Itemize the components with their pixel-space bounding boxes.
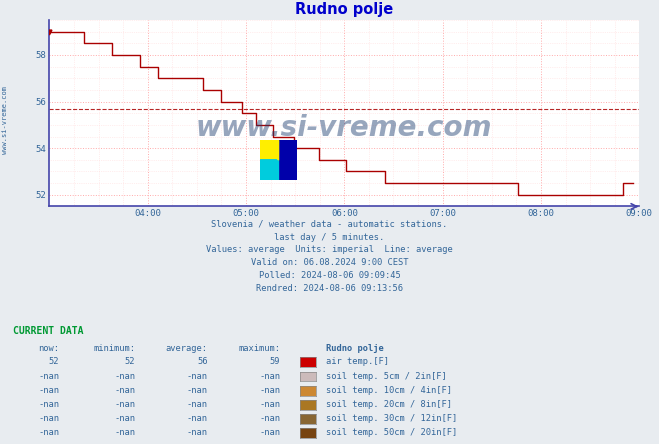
Text: soil temp. 20cm / 8in[F]: soil temp. 20cm / 8in[F]	[326, 400, 452, 409]
Bar	[260, 140, 279, 160]
Text: -nan: -nan	[114, 386, 135, 395]
Polygon shape	[260, 140, 279, 160]
Text: soil temp. 5cm / 2in[F]: soil temp. 5cm / 2in[F]	[326, 372, 447, 381]
Text: Slovenia / weather data - automatic stations.
last day / 5 minutes.
Values: aver: Slovenia / weather data - automatic stat…	[206, 220, 453, 293]
Text: -nan: -nan	[259, 414, 280, 423]
Text: -nan: -nan	[38, 400, 59, 409]
Bar	[260, 160, 279, 180]
Text: -nan: -nan	[38, 386, 59, 395]
Text: -nan: -nan	[38, 372, 59, 381]
Text: -nan: -nan	[186, 414, 208, 423]
Text: -nan: -nan	[186, 400, 208, 409]
Text: minimum:: minimum:	[93, 344, 135, 353]
Text: soil temp. 50cm / 20in[F]: soil temp. 50cm / 20in[F]	[326, 428, 457, 437]
Text: -nan: -nan	[38, 414, 59, 423]
Text: CURRENT DATA: CURRENT DATA	[13, 326, 84, 337]
Text: -nan: -nan	[186, 386, 208, 395]
Polygon shape	[279, 140, 297, 180]
Polygon shape	[260, 160, 279, 180]
Text: -nan: -nan	[114, 414, 135, 423]
Text: -nan: -nan	[259, 428, 280, 437]
Text: -nan: -nan	[186, 428, 208, 437]
Bar	[279, 140, 297, 180]
Text: soil temp. 30cm / 12in[F]: soil temp. 30cm / 12in[F]	[326, 414, 457, 423]
Text: air temp.[F]: air temp.[F]	[326, 357, 389, 366]
Text: now:: now:	[38, 344, 59, 353]
Text: -nan: -nan	[114, 428, 135, 437]
Text: www.si-vreme.com: www.si-vreme.com	[2, 86, 9, 154]
Text: 52: 52	[125, 357, 135, 366]
Text: -nan: -nan	[259, 372, 280, 381]
Text: 56: 56	[197, 357, 208, 366]
Text: Rudno polje: Rudno polje	[326, 344, 384, 353]
Polygon shape	[260, 140, 279, 160]
Text: 59: 59	[270, 357, 280, 366]
Text: -nan: -nan	[114, 400, 135, 409]
Text: average:: average:	[165, 344, 208, 353]
Title: Rudno polje: Rudno polje	[295, 2, 393, 17]
Text: -nan: -nan	[259, 386, 280, 395]
Text: -nan: -nan	[38, 428, 59, 437]
Text: -nan: -nan	[114, 372, 135, 381]
Text: -nan: -nan	[259, 400, 280, 409]
Text: -nan: -nan	[186, 372, 208, 381]
Polygon shape	[260, 160, 279, 180]
Text: 52: 52	[49, 357, 59, 366]
Text: www.si-vreme.com: www.si-vreme.com	[196, 114, 492, 142]
Text: maximum:: maximum:	[238, 344, 280, 353]
Text: soil temp. 10cm / 4in[F]: soil temp. 10cm / 4in[F]	[326, 386, 452, 395]
